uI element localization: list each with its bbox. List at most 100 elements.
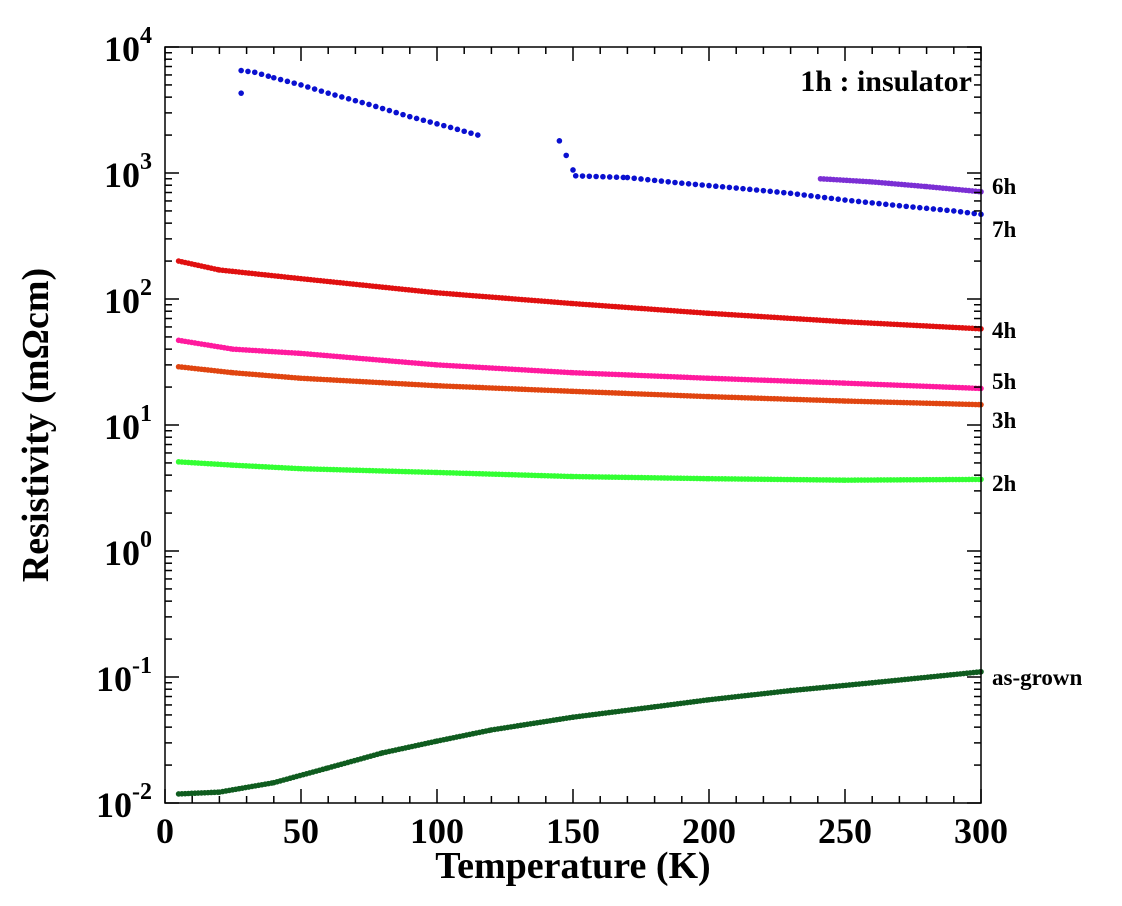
data-point bbox=[815, 193, 821, 200]
series-label-2h: 2h bbox=[992, 471, 1017, 496]
axis-ticks bbox=[164, 46, 982, 804]
series-labels: 6h 7h 4h 5h 3h 2h as-grown bbox=[992, 174, 1083, 690]
series-5h bbox=[175, 337, 984, 392]
data-point bbox=[579, 173, 586, 179]
data-point bbox=[787, 190, 794, 197]
x-tick-label: 300 bbox=[954, 811, 1008, 851]
y-axis-title: Resistivity (mΩcm) bbox=[15, 268, 57, 582]
data-point bbox=[971, 210, 977, 217]
data-point bbox=[726, 184, 733, 191]
data-point bbox=[600, 173, 606, 180]
data-point bbox=[556, 138, 563, 144]
data-point bbox=[719, 184, 726, 190]
data-point bbox=[366, 101, 372, 108]
data-point bbox=[613, 174, 620, 180]
data-point bbox=[441, 122, 447, 129]
data-point bbox=[265, 73, 272, 79]
data-point bbox=[373, 103, 379, 110]
data-point bbox=[339, 94, 345, 100]
data-point bbox=[699, 182, 705, 188]
data-point bbox=[651, 177, 658, 184]
tick-labels: 0 50 100 150 200 250 30010410310210110010-110-… bbox=[96, 23, 1008, 851]
data-point bbox=[352, 97, 359, 104]
series-label-5h: 5h bbox=[992, 369, 1017, 394]
y-tick-base: 10 bbox=[96, 659, 132, 699]
data-point bbox=[593, 173, 599, 180]
y-tick-exponent: -2 bbox=[132, 779, 152, 805]
data-point bbox=[461, 128, 468, 135]
data-point bbox=[679, 180, 685, 186]
x-tick-label: 200 bbox=[682, 811, 736, 851]
plot-frame bbox=[164, 46, 982, 804]
data-point bbox=[238, 90, 244, 96]
y-tick-base: 10 bbox=[104, 533, 140, 573]
data-point bbox=[238, 67, 244, 74]
data-point bbox=[631, 175, 637, 182]
data-point bbox=[910, 204, 916, 210]
data-point bbox=[869, 200, 875, 206]
series-6h bbox=[817, 175, 984, 195]
series-7h bbox=[238, 67, 984, 218]
data-point bbox=[284, 78, 291, 85]
x-tick-label: 100 bbox=[410, 811, 464, 851]
data-point bbox=[801, 192, 807, 198]
data-point bbox=[889, 202, 896, 208]
x-tick-label: 50 bbox=[283, 811, 319, 851]
y-tick-label: 10-2 bbox=[96, 779, 152, 825]
data-point bbox=[606, 174, 613, 180]
y-tick-label: 100 bbox=[104, 527, 152, 573]
data-point bbox=[475, 132, 481, 138]
data-point bbox=[298, 82, 304, 88]
data-point bbox=[692, 181, 699, 188]
y-tick-base: 10 bbox=[104, 407, 140, 447]
data-point bbox=[706, 182, 712, 189]
data-point bbox=[645, 176, 651, 183]
data-point bbox=[291, 80, 298, 86]
y-tick-exponent: 1 bbox=[140, 401, 152, 427]
data-point bbox=[821, 194, 828, 201]
data-point bbox=[767, 188, 773, 195]
data-point bbox=[930, 206, 937, 212]
x-tick-label: 0 bbox=[156, 811, 174, 851]
data-point bbox=[638, 176, 644, 182]
data-point bbox=[277, 76, 284, 83]
series-label-6h: 6h bbox=[992, 174, 1017, 199]
data-point bbox=[685, 180, 692, 187]
data-point bbox=[332, 92, 338, 98]
series-label-as-grown: as-grown bbox=[992, 665, 1083, 690]
series-3h bbox=[175, 363, 984, 408]
y-tick-base: 10 bbox=[96, 785, 132, 825]
data-point bbox=[672, 179, 678, 186]
x-tick-label: 150 bbox=[546, 811, 600, 851]
data-point bbox=[923, 205, 930, 212]
y-tick-label: 103 bbox=[104, 149, 152, 195]
data-point bbox=[753, 187, 760, 193]
data-point bbox=[386, 107, 393, 114]
data-point bbox=[413, 115, 420, 122]
data-point bbox=[781, 189, 787, 196]
data-point bbox=[842, 197, 848, 203]
data-point bbox=[434, 121, 440, 127]
data-point bbox=[393, 109, 400, 116]
data-point bbox=[903, 203, 909, 210]
data-point bbox=[944, 207, 950, 214]
data-point bbox=[305, 84, 311, 90]
data-point bbox=[937, 206, 943, 213]
y-tick-label: 102 bbox=[104, 275, 152, 321]
data-point bbox=[572, 173, 579, 179]
data-points bbox=[175, 67, 984, 797]
y-tick-exponent: 2 bbox=[140, 275, 152, 301]
data-point bbox=[359, 99, 366, 106]
x-tick-label: 250 bbox=[818, 811, 872, 851]
data-point bbox=[586, 173, 593, 180]
data-point bbox=[964, 209, 971, 216]
data-point bbox=[713, 183, 719, 190]
data-point bbox=[733, 185, 739, 191]
data-point bbox=[747, 186, 753, 193]
data-point bbox=[325, 90, 332, 96]
data-point bbox=[658, 178, 665, 184]
data-point bbox=[957, 208, 964, 215]
data-point bbox=[447, 124, 454, 131]
data-point bbox=[454, 126, 461, 133]
data-point bbox=[420, 117, 427, 124]
